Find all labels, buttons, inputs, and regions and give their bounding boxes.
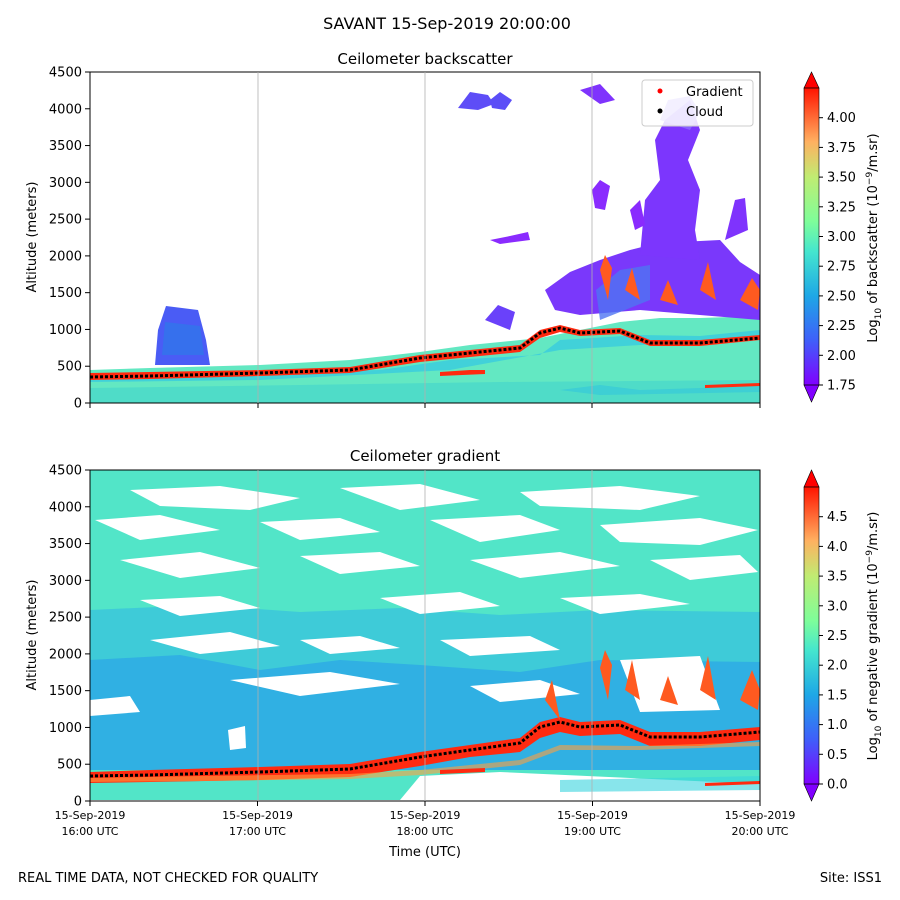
backscatter-colorbar-tick-label: 2.50 [827,289,856,304]
gradient-xtick-date: 15-Sep-2019 [222,809,293,822]
gradient-time-gridlines [257,470,593,801]
gradient-ytick-label: 1500 [49,684,82,699]
gradient-xtick-date: 15-Sep-2019 [390,809,461,822]
gradient-xtick-time: 20:00 UTC [731,825,788,838]
gradient-ytick-label: 2500 [49,611,82,626]
legend-cloud-marker [657,108,663,114]
backscatter-colorbar-tick-label: 3.00 [827,230,856,245]
gradient-ytick-label: 500 [57,758,82,773]
backscatter-title: Ceilometer backscatter [337,50,513,68]
gradient-ytick-label: 3000 [49,574,82,589]
backscatter-ytick-label: 4000 [49,102,82,117]
gradient-xtick-time: 19:00 UTC [564,825,621,838]
backscatter-colorbar: 1.75 2.00 2.25 2.50 2.75 3.00 3.25 3.50 3.75 4.00… [803,71,884,403]
footer-site: Site: ISS1 [820,871,882,886]
gradient-y-axis: 0 500 1000 1500 2000 2500 3000 3500 4000 4500 [49,464,90,810]
gradient-ytick-label: 4000 [49,500,82,515]
backscatter-colorbar-tick-label: 2.25 [827,319,856,334]
gradient-xtick-date: 15-Sep-2019 [725,809,796,822]
legend-gradient-label: Gradient [686,85,743,100]
gradient-colorbar-tick-label: 0.0 [827,778,848,793]
gradient-panel: Ceilometer gradient [25,447,884,860]
gradient-x-axis: 15-Sep-2019 16:00 UTC 15-Sep-2019 17:00 UTC… [55,801,796,838]
gradient-xtick-time: 17:00 UTC [229,825,286,838]
gradient-ytick-label: 4500 [49,464,82,479]
gradient-ytick-label: 0 [74,795,82,810]
legend-cloud-label: Cloud [686,105,723,120]
backscatter-ytick-label: 3000 [49,176,82,191]
gradient-colorbar-tick-label: 3.5 [827,570,848,585]
backscatter-ytick-label: 4500 [49,66,82,81]
backscatter-colorbar-label: Log10 of backscatter (10−9/m.sr) [865,133,884,342]
legend-gradient-marker [657,88,663,94]
backscatter-ytick-label: 0 [74,397,82,412]
backscatter-colorbar-tick-label: 3.75 [827,141,856,156]
backscatter-colorbar-tick-label: 1.75 [827,379,856,394]
gradient-colorbar-tick-label: 1.0 [827,718,848,733]
gradient-colorbar-tick-label: 4.0 [827,540,848,555]
gradient-xtick-date: 15-Sep-2019 [557,809,628,822]
backscatter-ytick-label: 2500 [49,213,82,228]
legend: Gradient Cloud [641,79,754,127]
gradient-colorbar-tick-label: 2.0 [827,659,848,674]
backscatter-ytick-label: 1500 [49,286,82,301]
backscatter-panel: Ceilometer backscatter [25,50,884,412]
gradient-xtick-date: 15-Sep-2019 [55,809,126,822]
gradient-ytick-label: 1000 [49,721,82,736]
backscatter-ytick-label: 1000 [49,323,82,338]
backscatter-x-ticks [89,403,761,408]
backscatter-ytick-label: 3500 [49,139,82,154]
footer-disclaimer: REAL TIME DATA, NOT CHECKED FOR QUALITY [18,871,318,886]
backscatter-time-gridlines [257,72,593,403]
backscatter-colorbar-tick-label: 4.00 [827,111,856,126]
backscatter-colorbar-tick-label: 3.25 [827,200,856,215]
gradient-colorbar-tick-label: 0.5 [827,748,848,763]
backscatter-colorbar-tick-label: 2.75 [827,260,856,275]
gradient-colorbar-tick-label: 3.0 [827,599,848,614]
gradient-xlabel: Time (UTC) [388,845,461,860]
backscatter-ytick-label: 500 [57,360,82,375]
gradient-colorbar-tick-label: 4.5 [827,510,848,525]
figure-suptitle: SAVANT 15-Sep-2019 20:00:00 [323,14,571,33]
backscatter-colorbar-tick-label: 2.00 [827,349,856,364]
gradient-ylabel: Altitude (meters) [25,580,40,691]
backscatter-ylabel: Altitude (meters) [25,182,40,293]
gradient-xtick-time: 16:00 UTC [61,825,118,838]
gradient-ytick-label: 3500 [49,537,82,552]
backscatter-y-axis: 0 500 1000 1500 2000 2500 3000 3500 4000 4500 [49,66,90,412]
gradient-colorbar-label: Log10 of negative gradient (10−9/m.sr) [865,512,884,761]
backscatter-colorbar-tick-label: 3.50 [827,171,856,186]
gradient-colorbar: 0.0 0.5 1.0 1.5 2.0 2.5 3.0 3.5 4.0 4.5 Log10 of … [803,469,884,802]
gradient-colorbar-tick-label: 1.5 [827,688,848,703]
gradient-title: Ceilometer gradient [350,447,500,465]
gradient-ytick-label: 2000 [49,647,82,662]
gradient-colorbar-tick-label: 2.5 [827,629,848,644]
backscatter-ytick-label: 2000 [49,249,82,264]
gradient-xtick-time: 18:00 UTC [396,825,453,838]
